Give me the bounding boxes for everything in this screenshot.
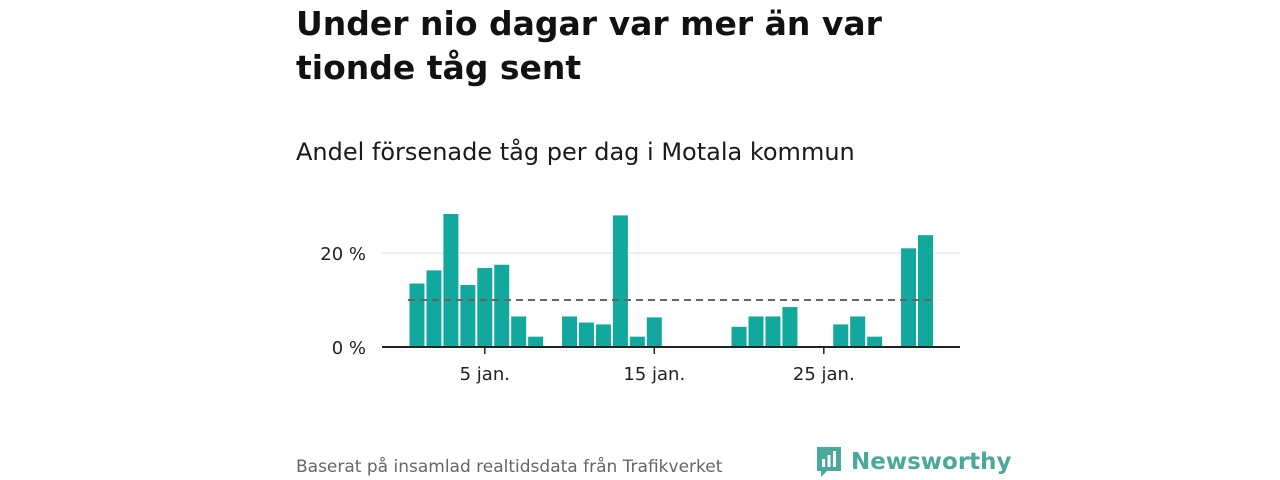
chart-subtitle: Andel försenade tåg per dag i Motala kom…	[296, 138, 855, 166]
bar	[579, 322, 594, 347]
bar	[511, 316, 527, 347]
bar	[612, 215, 628, 347]
bar	[901, 248, 917, 347]
bar	[409, 283, 425, 347]
bar	[629, 336, 645, 347]
bar	[426, 270, 442, 347]
x-tick-label: 5 jan.	[460, 364, 510, 385]
x-tick-label: 15 jan.	[623, 364, 685, 385]
bar	[850, 316, 866, 347]
bar	[460, 284, 476, 347]
brand-logo[interactable]: Newsworthy	[815, 445, 1012, 479]
chart-title: Under nio dagar var mer än var tionde tå…	[296, 4, 882, 87]
bar	[477, 268, 493, 347]
bar	[867, 336, 883, 347]
bar	[782, 307, 798, 347]
x-tick-label: 25 jan.	[793, 364, 855, 385]
bar	[528, 336, 544, 347]
brand-name: Newsworthy	[851, 449, 1012, 475]
bar	[595, 324, 611, 347]
bar	[918, 235, 933, 347]
bar	[731, 326, 747, 347]
newsworthy-logo-icon	[817, 447, 841, 477]
bar	[765, 316, 781, 347]
bar	[562, 316, 578, 347]
y-tick-label: 0 %	[332, 338, 366, 359]
bar	[443, 213, 459, 347]
bar	[646, 317, 662, 347]
bar	[494, 264, 510, 347]
y-tick-label: 20 %	[320, 244, 366, 265]
source-note: Baserat på insamlad realtidsdata från Tr…	[296, 457, 723, 477]
bar	[748, 316, 764, 347]
bar	[833, 324, 849, 347]
